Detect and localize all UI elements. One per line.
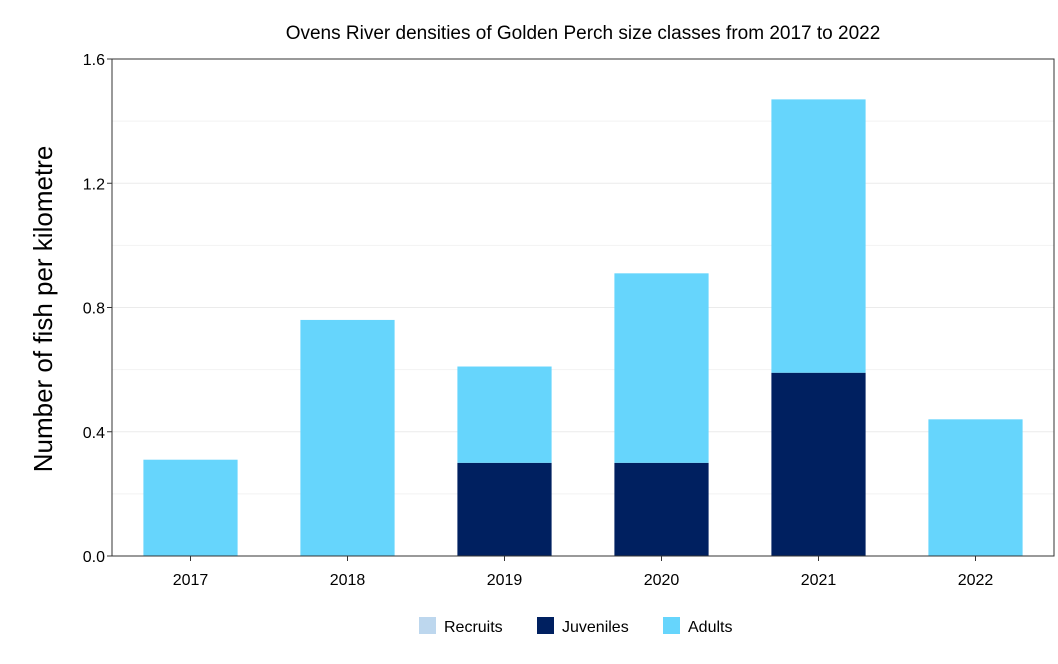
y-tick-label: 1.2 (83, 176, 105, 193)
x-tick-label: 2021 (801, 572, 837, 589)
bars (143, 99, 1023, 556)
gridlines (112, 58, 1054, 557)
x-tick-label: 2018 (330, 572, 366, 589)
legend-label-juveniles: Juveniles (562, 619, 629, 636)
bar-juveniles-2020 (614, 462, 709, 556)
y-tick-label: 1.6 (83, 52, 105, 69)
legend: Recruits Juveniles Adults (419, 617, 732, 636)
legend-swatch-juveniles (537, 617, 554, 634)
bar-juveniles-2021 (771, 372, 866, 556)
plot-panel-border (111, 58, 1055, 557)
x-tick-label: 2017 (173, 572, 209, 589)
x-tick-label: 2020 (644, 572, 680, 589)
axes: 2017 2018 2019 2020 2021 2022 0.0 0.4 0.8 1.2 1.6 (83, 52, 1055, 589)
y-tick-label: 0.0 (83, 549, 105, 566)
bar-adults-2021 (771, 99, 866, 373)
legend-swatch-recruits (419, 617, 436, 634)
chart-title: Ovens River densities of Golden Perch si… (286, 23, 881, 44)
y-tick-label: 0.4 (83, 425, 105, 442)
y-tick-label: 0.8 (83, 301, 105, 318)
bar-adults-2017 (143, 459, 238, 556)
bar-adults-2022 (928, 419, 1023, 556)
x-tick-label: 2019 (487, 572, 523, 589)
legend-swatch-adults (663, 617, 680, 634)
x-tick-label: 2022 (958, 572, 994, 589)
bar-adults-2020 (614, 273, 709, 463)
legend-label-adults: Adults (688, 619, 732, 636)
legend-label-recruits: Recruits (444, 619, 503, 636)
y-axis-label: Number of fish per kilometre (28, 146, 58, 473)
bar-juveniles-2019 (457, 462, 552, 556)
bar-adults-2018 (300, 319, 395, 556)
bar-adults-2019 (457, 366, 552, 463)
